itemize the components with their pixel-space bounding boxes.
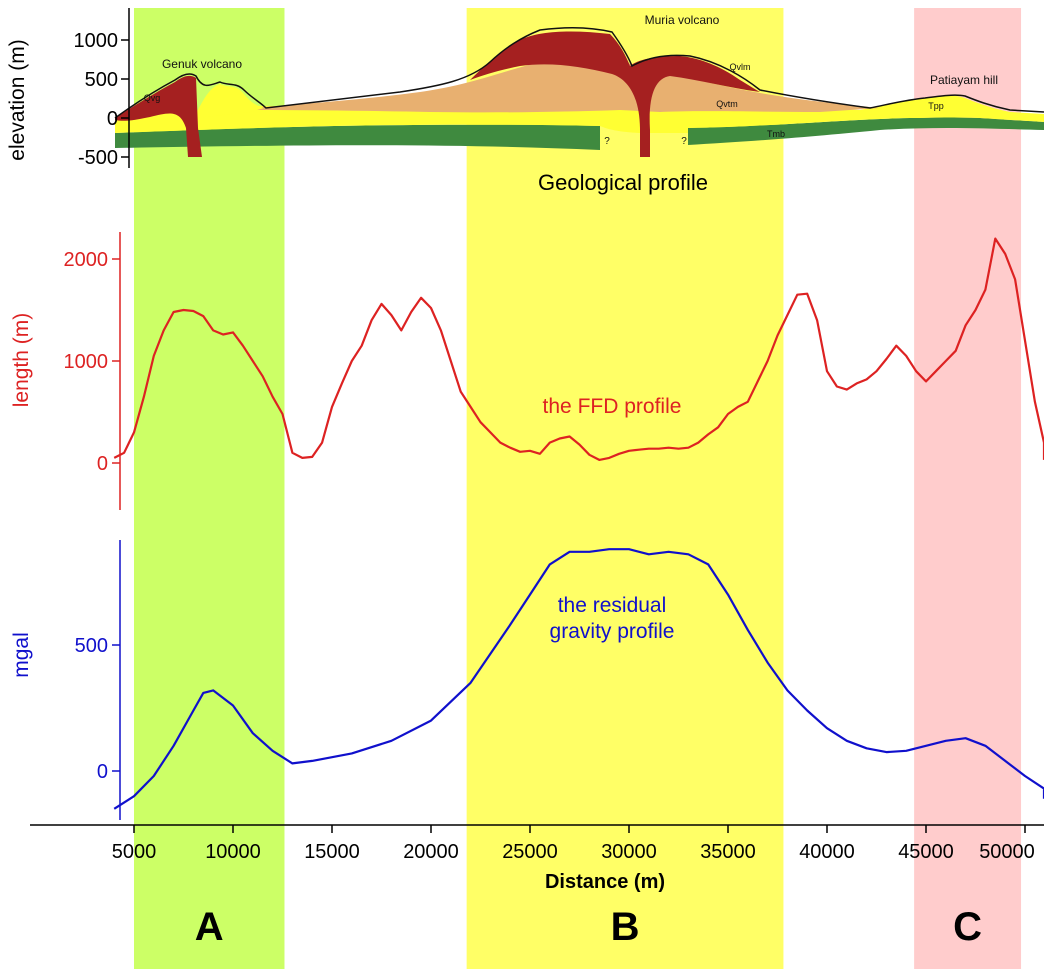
geo-annotation: ? xyxy=(681,136,687,147)
zone-bands xyxy=(134,8,1022,969)
ffd-series-line xyxy=(113,237,1044,461)
geo-y-tick-label: 0 xyxy=(107,108,118,130)
geo-topographic-surface xyxy=(114,27,1044,119)
zone-label-C: C xyxy=(953,905,982,949)
gravity-panel: 0 500 mgal the residual gravity profile xyxy=(10,540,1044,820)
geo-muria-volcano-lava xyxy=(470,31,760,157)
x-tick-label: 5000 xyxy=(112,841,157,863)
grav-title: the residual xyxy=(558,594,667,617)
grav-y-axis-title: mgal xyxy=(10,632,33,678)
zone-labels: A B C xyxy=(195,905,982,949)
x-tick-label: 40000 xyxy=(799,841,855,863)
geo-annotation: Patiayam hill xyxy=(930,73,998,87)
x-axis-title: Distance (m) xyxy=(545,871,665,893)
ffd-y-axis-title: length (m) xyxy=(10,313,33,408)
x-tick-label: 30000 xyxy=(601,841,657,863)
geo-y-tick-label: -500 xyxy=(78,147,118,169)
x-tick-label: 20000 xyxy=(403,841,459,863)
zone-band-B xyxy=(466,8,784,969)
x-tick-label: 15000 xyxy=(304,841,360,863)
geo-annotation: Genuk volcano xyxy=(162,57,242,71)
geo-volcanic-tuff-layer xyxy=(250,58,880,113)
ffd-panel: 0 1000 2000 length (m) the FFD profile xyxy=(10,232,1044,510)
ffd-title: the FFD profile xyxy=(543,395,682,418)
geo-annotation: Qvg xyxy=(144,93,161,103)
grav-title: gravity profile xyxy=(550,620,675,643)
geo-annotation: Muria volcano xyxy=(645,13,720,27)
geo-annotation: Qvtm xyxy=(716,99,738,109)
zone-label-B: B xyxy=(611,905,640,949)
geo-annotation: ? xyxy=(604,136,610,147)
grav-y-tick-label: 500 xyxy=(75,635,108,657)
grav-series-line xyxy=(113,548,1044,810)
geo-annotation: Qvlm xyxy=(730,62,751,72)
geo-genuk-volcano-deposits xyxy=(198,84,264,118)
geo-annotation: Tmb xyxy=(767,129,785,139)
geo-y-axis-title: elevation (m) xyxy=(6,39,29,160)
geo-patiayam-hill-deposits xyxy=(870,95,1044,118)
geo-y-tick-label: 500 xyxy=(85,69,118,91)
x-tick-label: 35000 xyxy=(700,841,756,863)
geo-annotation: Tpp xyxy=(928,101,944,111)
zone-band-A xyxy=(134,8,285,969)
x-tick-label: 50000 xyxy=(979,841,1035,863)
geo-panel-title: Geological profile xyxy=(538,170,708,195)
grav-y-tick-label: 0 xyxy=(97,761,108,783)
geological-profile-panel: Genuk volcano Muria volcano Patiayam hill Q… xyxy=(6,8,1044,195)
ffd-y-tick-label: 1000 xyxy=(64,351,109,373)
ffd-y-tick-label: 2000 xyxy=(64,249,109,271)
zone-band-C xyxy=(914,8,1022,969)
x-tick-label: 45000 xyxy=(898,841,954,863)
geo-basement-layer xyxy=(115,117,1044,150)
geo-genuk-volcano-lava xyxy=(115,75,202,157)
x-tick-label: 25000 xyxy=(502,841,558,863)
geo-y-tick-label: 1000 xyxy=(74,30,119,52)
zone-label-A: A xyxy=(195,905,224,949)
ffd-y-tick-label: 0 xyxy=(97,453,108,475)
distance-axis: 5000 10000 15000 20000 25000 30000 35000 40000 4… xyxy=(30,824,1044,893)
x-tick-label: 10000 xyxy=(205,841,261,863)
